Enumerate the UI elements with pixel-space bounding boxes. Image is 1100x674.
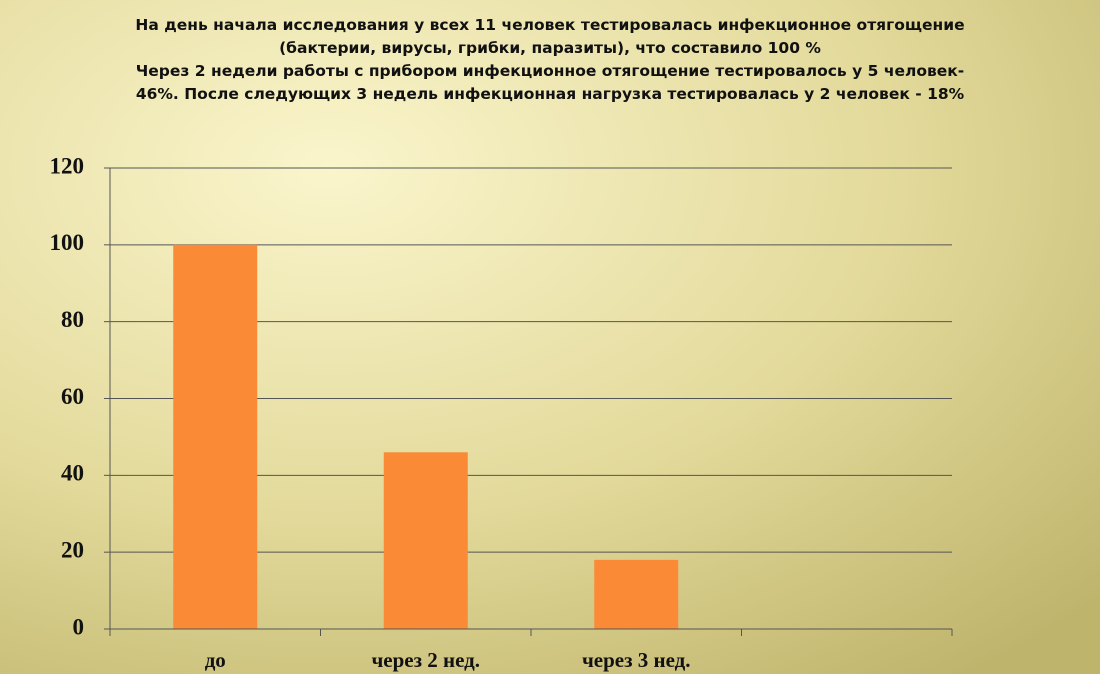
x-tick-label: через 3 нед. xyxy=(582,648,691,672)
chart-title: 46%. После следующих 3 недель инфекционн… xyxy=(136,85,965,103)
bar xyxy=(173,244,258,630)
x-tick-label: через 2 нед. xyxy=(371,648,480,672)
bar xyxy=(383,452,468,629)
y-tick-label: 120 xyxy=(50,153,85,178)
y-tick-label: 60 xyxy=(61,384,84,409)
chart-title: На день начала исследования у всех 11 че… xyxy=(135,16,964,34)
chart-title: Через 2 недели работы с прибором инфекци… xyxy=(136,62,965,80)
x-tick-label: до xyxy=(205,648,226,672)
y-tick-label: 80 xyxy=(61,307,84,332)
y-tick-label: 100 xyxy=(50,230,85,255)
y-tick-label: 40 xyxy=(61,461,84,486)
y-tick-label: 0 xyxy=(73,614,85,639)
y-tick-label: 20 xyxy=(61,537,84,562)
bar xyxy=(594,559,679,629)
chart-title: (бактерии, вирусы, грибки, паразиты), чт… xyxy=(279,39,821,57)
